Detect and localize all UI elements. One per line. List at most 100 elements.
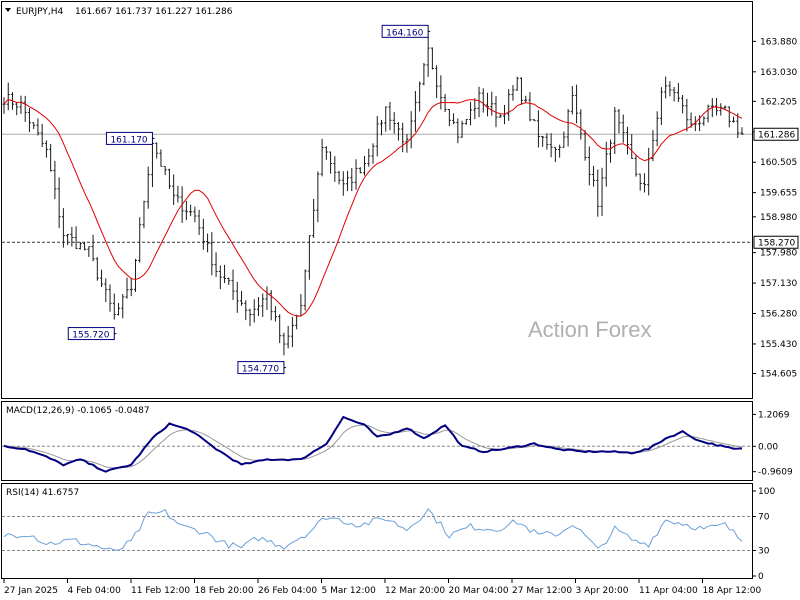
candle [583,130,587,161]
price-annotation: 155.720 [67,327,117,341]
time-tick-label: 27 Jan 2025 [4,586,58,596]
candle [95,257,99,281]
candle [553,146,557,163]
candle [630,134,634,159]
candle [681,95,685,114]
candle [413,90,417,132]
candle [15,102,19,116]
candle [167,168,171,189]
candle [596,169,600,217]
price-tick-label: 159.655 [760,189,797,199]
candle [655,111,659,147]
candle [401,122,405,153]
candle [210,232,214,276]
candle [723,105,727,110]
candle [507,89,511,121]
macd-axis: 1.2069 0.00 -0.9609 [752,410,793,478]
candle [32,122,36,129]
candle [566,109,570,147]
candle [659,87,663,126]
candle [570,85,574,115]
candle [100,269,104,288]
candle [358,167,362,174]
time-tick-label: 4 Feb 04:00 [68,586,122,596]
svg-text:161.286: 161.286 [758,130,795,140]
price-axis: 163.880163.030162.205161.355160.505159.6… [752,37,799,379]
candle [278,314,282,344]
candle [333,156,337,182]
candle [197,209,201,235]
candle [23,95,27,122]
time-tick-label: 12 Mar 20:00 [385,586,445,596]
ohlc-readout: 161.667 161.737 161.227 161.286 [75,7,233,17]
macd-tick-label: 1.2069 [758,410,790,420]
candle [70,226,74,247]
candle [40,123,44,148]
price-tick-label: 155.430 [760,340,797,350]
candle [74,226,78,250]
candle [269,290,273,321]
collapse-icon[interactable] [5,8,11,12]
rsi-line [3,508,743,551]
candle [676,82,680,102]
candle [367,148,371,167]
candle [558,144,562,158]
candle [375,116,379,157]
candle [452,113,456,125]
candle [460,120,464,138]
candle [303,269,307,311]
rsi-tick-label: 100 [758,487,775,497]
candle [494,96,498,128]
candle [524,95,528,103]
candle [223,264,227,283]
candle [91,234,95,262]
price-annotation: 154.770 [237,361,286,375]
time-tick-label: 3 Apr 20:00 [576,586,629,596]
moving-average-line [3,98,743,317]
candle [727,106,731,128]
svg-text:158.270: 158.270 [758,238,795,248]
main-panel: Action Forex 164.160 161.170 155.720 154.77… [1,1,753,399]
candle [176,185,180,203]
candle [575,84,579,124]
candle [27,107,31,133]
candle [104,278,108,303]
rsi-axis: 100 70 30 0 [752,487,775,582]
candle [189,204,193,217]
price-tick-label: 163.030 [760,68,797,78]
candle [49,143,53,172]
candle [341,171,345,196]
candle [549,133,553,158]
macd-tick-label: 0.00 [758,442,778,452]
macd-panel: MACD(12,26,9) -0.1065 -0.0487 [1,401,753,481]
candle [600,167,604,216]
candle [562,131,566,148]
candle [320,138,324,177]
candle [244,300,248,321]
candle [312,198,316,238]
candle [363,155,367,176]
svg-text:154.770: 154.770 [242,365,279,375]
candle [668,81,672,97]
candle [592,165,596,187]
candle [172,174,176,206]
candle [231,269,235,301]
candle [108,284,112,312]
time-tick-label: 5 Mar 12:00 [322,586,377,596]
candle [78,241,82,250]
price-annotation: 164.160 [381,24,431,38]
price-tick-label: 163.880 [760,37,797,47]
candle [324,146,328,160]
candle [329,151,333,174]
candle [464,119,468,125]
candle [515,76,519,91]
candle [354,159,358,190]
candle [214,252,218,278]
candle [469,102,473,126]
price-tick-label: 157.980 [760,249,797,259]
candle [740,127,744,136]
candle [371,143,375,164]
candle [53,160,57,200]
candle [541,135,545,147]
candle [57,177,61,229]
